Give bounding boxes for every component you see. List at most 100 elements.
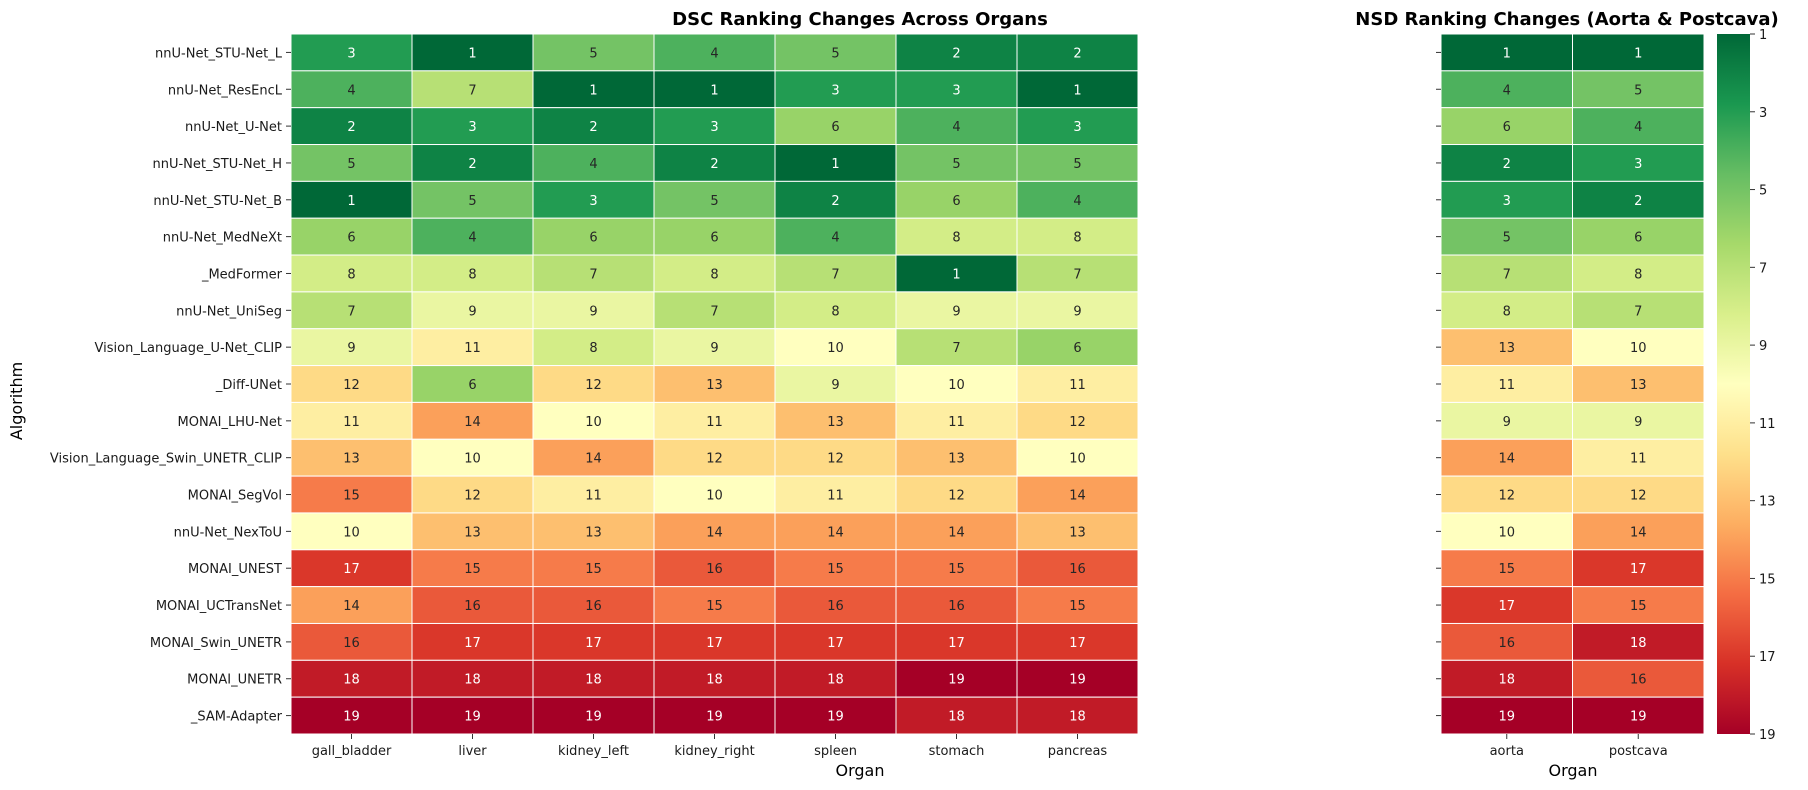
dsc-cell xyxy=(290,33,413,72)
dsc-cell-label: 11 xyxy=(1069,378,1086,393)
dsc-cell xyxy=(290,144,413,182)
nsd-cell xyxy=(1440,180,1573,219)
nsd-row-ticks xyxy=(1436,51,1441,717)
nsd-chart-title: NSD Ranking Changes (Aorta & Postcava) xyxy=(1355,9,1778,30)
dsc-cell xyxy=(774,365,897,403)
dsc-cell xyxy=(653,659,776,698)
dsc-cell-label: 19 xyxy=(585,710,602,725)
dsc-cell xyxy=(774,291,897,330)
dsc-cell-label: 10 xyxy=(343,525,360,540)
dsc-cell-label: 9 xyxy=(589,304,597,319)
dsc-cell xyxy=(411,696,534,735)
dsc-cell-label: 15 xyxy=(948,562,965,577)
nsd-cell xyxy=(1572,549,1705,588)
dsc-cell-label: 17 xyxy=(706,636,723,651)
dsc-cell xyxy=(411,549,534,588)
colorbar-tick-label: 17 xyxy=(1759,650,1776,665)
nsd-organ-tick-label: aorta xyxy=(1490,744,1524,759)
dsc-cell xyxy=(290,217,413,256)
dsc-cell-label: 10 xyxy=(948,378,965,393)
dsc-cell-label: 16 xyxy=(343,636,360,651)
dsc-cell xyxy=(895,144,1018,182)
dsc-cell-label: 16 xyxy=(706,562,723,577)
algorithm-tick-label: MONAI_SegVol xyxy=(188,489,282,504)
dsc-cell-label: 12 xyxy=(585,378,602,393)
nsd-cell xyxy=(1572,328,1705,367)
nsd-cell xyxy=(1440,512,1573,551)
colorbar-tick-label: 1 xyxy=(1759,28,1767,43)
dsc-cell xyxy=(411,33,534,72)
nsd-cell xyxy=(1440,549,1573,588)
algorithm-tick-label: Vision_Language_Swin_UNETR_CLIP xyxy=(50,452,282,467)
algorithm-tick-label: MONAI_UNETR xyxy=(187,673,282,688)
nsd-cell-label: 12 xyxy=(1630,489,1647,504)
dsc-organ-tick-label: liver xyxy=(458,744,487,759)
algorithm-tick-label: nnU-Net_STU-Net_H xyxy=(153,157,283,172)
nsd-cell xyxy=(1572,512,1705,551)
algorithm-tick-label: nnU-Net_STU-Net_B xyxy=(153,194,282,209)
nsd-cell-label: 14 xyxy=(1630,525,1647,540)
dsc-cell xyxy=(774,401,897,440)
nsd-cell-label: 19 xyxy=(1498,710,1515,725)
dsc-cell xyxy=(532,622,655,661)
dsc-organ-tick-label: spleen xyxy=(814,744,857,759)
dsc-cell xyxy=(411,586,534,624)
dsc-cell-label: 4 xyxy=(710,46,718,61)
colorbar-tick-label: 3 xyxy=(1759,106,1767,121)
nsd-cell xyxy=(1572,144,1705,182)
dsc-cell xyxy=(895,291,1018,330)
dsc-cell-label: 14 xyxy=(948,525,965,540)
dsc-cell-label: 11 xyxy=(827,489,844,504)
dsc-cell-label: 10 xyxy=(706,489,723,504)
nsd-cell-label: 15 xyxy=(1498,562,1515,577)
dsc-cell-label: 6 xyxy=(1073,341,1081,356)
dsc-cell-label: 17 xyxy=(464,636,481,651)
dsc-cell-label: 14 xyxy=(343,599,360,614)
dsc-cell-label: 5 xyxy=(1073,157,1081,172)
algorithm-tick-label: _MedFormer xyxy=(201,267,283,282)
dsc-cell xyxy=(290,696,413,735)
dsc-cell xyxy=(895,365,1018,403)
dsc-cell xyxy=(1016,586,1139,624)
dsc-cell-label: 13 xyxy=(827,415,844,430)
dsc-cell xyxy=(1016,401,1139,440)
nsd-cell xyxy=(1572,217,1705,256)
dsc-cell-label: 7 xyxy=(468,83,476,98)
nsd-cell-label: 13 xyxy=(1630,378,1647,393)
dsc-cell xyxy=(653,144,776,182)
dsc-cell xyxy=(895,33,1018,72)
dsc-cell-label: 10 xyxy=(827,341,844,356)
dsc-cell-label: 2 xyxy=(1073,46,1081,61)
dsc-cell xyxy=(774,512,897,551)
dsc-cell-label: 4 xyxy=(952,120,960,135)
colorbar-tick-label: 9 xyxy=(1759,339,1767,354)
nsd-cell-label: 6 xyxy=(1503,120,1511,135)
nsd-cell xyxy=(1440,438,1573,477)
dsc-organ-tick-labels: gall_bladder liver kidney_left kidney_right… xyxy=(312,734,1107,759)
nsd-cell xyxy=(1572,291,1705,330)
dsc-cell xyxy=(1016,291,1139,330)
dsc-cell-label: 13 xyxy=(585,525,602,540)
colorbar-tick-label: 19 xyxy=(1759,728,1776,743)
dsc-cell xyxy=(411,401,534,440)
dsc-cell-label: 3 xyxy=(831,83,839,98)
nsd-cell xyxy=(1440,254,1573,293)
algorithm-tick-label: Vision_Language_U-Net_CLIP xyxy=(95,341,283,356)
dsc-cell-label: 1 xyxy=(589,83,597,98)
dsc-cell-label: 4 xyxy=(468,231,476,246)
dsc-cell xyxy=(653,107,776,146)
dsc-cell xyxy=(290,549,413,588)
dsc-cell xyxy=(1016,70,1139,109)
dsc-cell-label: 15 xyxy=(343,489,360,504)
nsd-cell-label: 18 xyxy=(1498,673,1515,688)
dsc-cell-label: 12 xyxy=(948,489,965,504)
colorbar-tick-label: 15 xyxy=(1759,572,1776,587)
dsc-cell-label: 16 xyxy=(464,599,481,614)
dsc-cell-label: 13 xyxy=(706,378,723,393)
dsc-organ-tick-label: stomach xyxy=(929,744,985,759)
dsc-cell-label: 4 xyxy=(589,157,597,172)
nsd-organ-tick-label: postcava xyxy=(1609,744,1668,759)
dsc-cell xyxy=(1016,438,1139,477)
dsc-cell xyxy=(1016,365,1139,403)
